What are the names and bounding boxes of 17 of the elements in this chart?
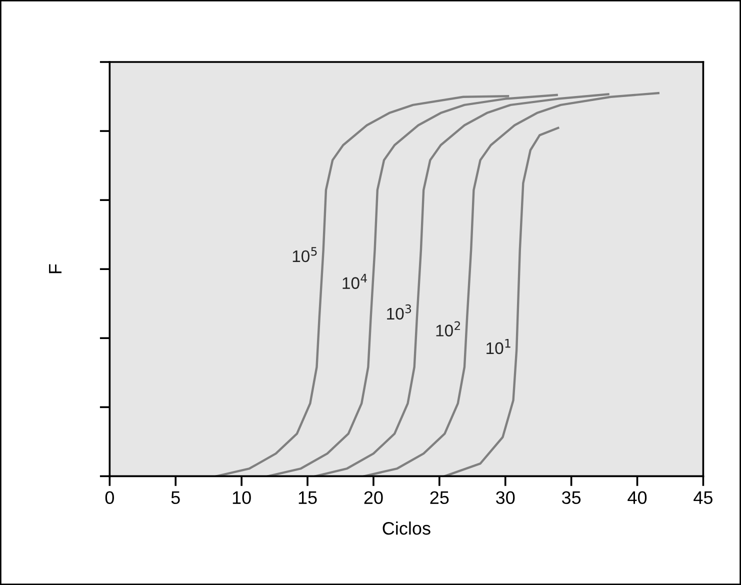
y-axis-title: F <box>49 264 62 274</box>
x-tick-label: 0 <box>105 491 114 504</box>
series-label: 10$^{3}$ <box>387 304 412 320</box>
series-label: 10$^{5}$ <box>292 247 317 262</box>
x-tick-label: 45 <box>694 491 712 504</box>
x-tick-label: 30 <box>496 491 515 504</box>
x-tick-label: 5 <box>171 491 180 504</box>
x-tick-label: 15 <box>298 491 317 504</box>
x-tick-label: 20 <box>364 491 383 504</box>
series-label: 10$^{2}$ <box>436 321 460 336</box>
series-label: 10$^{1}$ <box>486 339 510 354</box>
x-tick-label: 10 <box>232 491 251 504</box>
x-tick-label: 25 <box>430 491 449 504</box>
x-tick-label: 35 <box>562 491 581 504</box>
x-axis-title: Ciclos <box>382 521 430 535</box>
series-label: 10$^{4}$ <box>342 274 367 289</box>
x-tick-label: 40 <box>628 491 647 504</box>
